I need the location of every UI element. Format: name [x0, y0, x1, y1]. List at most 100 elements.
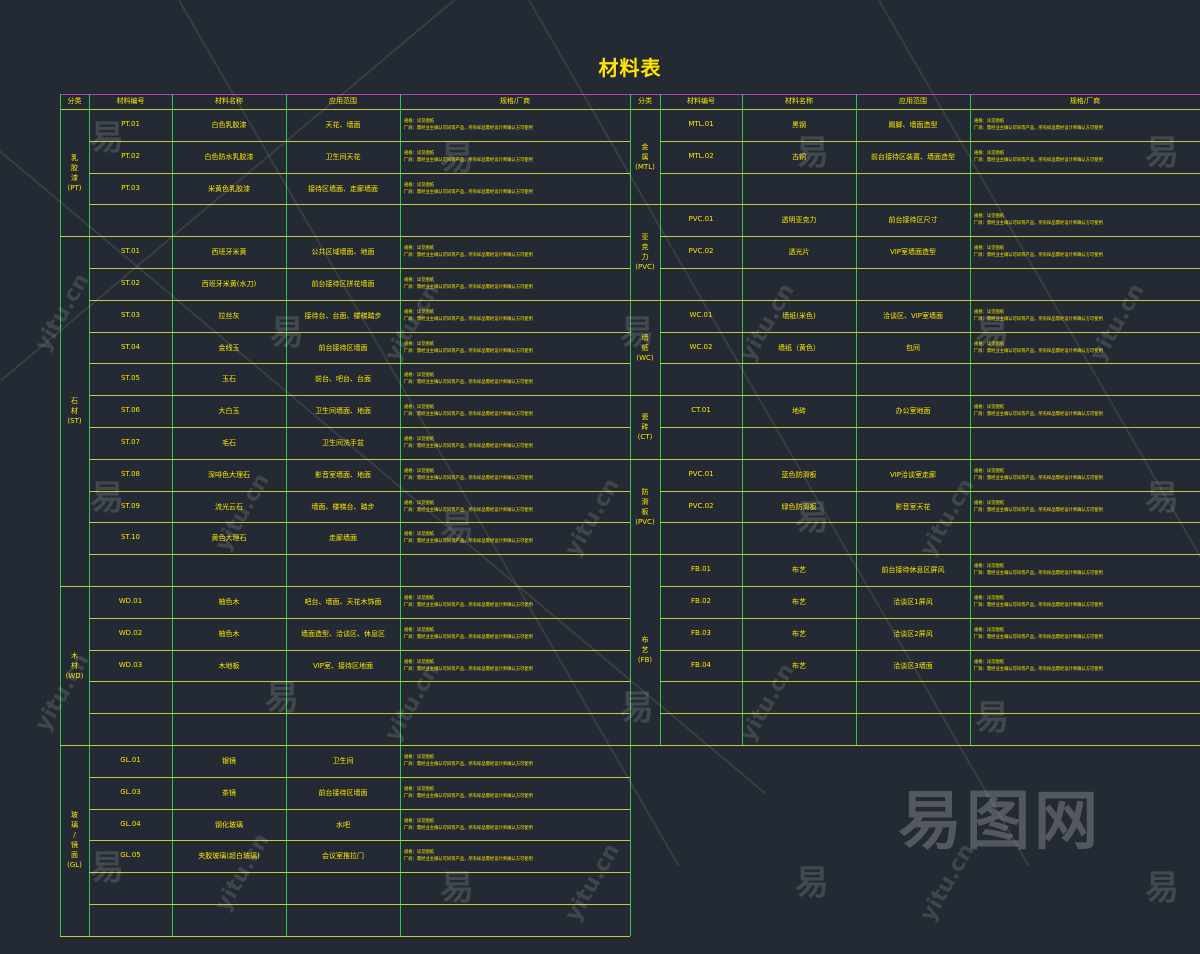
material-code: GL.03: [120, 787, 141, 796]
left-category-border: [60, 586, 89, 587]
left-col-line-3: [286, 94, 287, 936]
material-usage: 洽谈区、VIP室墙面: [882, 311, 944, 320]
material-name: 米黄色乳胶漆: [208, 184, 250, 193]
material-usage: 卫生间洗手盆: [322, 438, 364, 447]
right-row-line: [660, 713, 1200, 715]
material-usage: 影音室墙面、地面: [315, 470, 371, 479]
material-name: 木地板: [218, 661, 240, 670]
left-row-line: [89, 935, 630, 937]
material-usage: 墙面、楼梯台、踏步: [311, 502, 375, 511]
spec-line-1: 规格：详见图纸: [404, 182, 435, 188]
right-row-line: [660, 395, 1200, 397]
watermark-logo: 易图网: [898, 785, 1102, 859]
material-usage: 洽谈区2屏风: [893, 629, 933, 638]
spec-line-1: 规格：详见图纸: [974, 659, 1005, 665]
material-name: 布艺: [792, 597, 806, 606]
watermark-glyph: 易: [795, 863, 829, 903]
material-name: 地砖: [792, 407, 806, 416]
material-code: WD.02: [118, 628, 143, 637]
spec-line-2: 厂商：需经业主确认可同等产品，所有样品需经设计师确认方可使用: [404, 412, 533, 418]
material-code: PT.02: [121, 151, 140, 160]
left-row-line: [89, 522, 630, 524]
right-col-line-2: [742, 94, 743, 745]
material-usage: 前台接待区拼花墙面: [311, 279, 375, 288]
material-name: 钢化玻璃: [215, 820, 243, 829]
material-name: 墙纸(米色): [782, 311, 816, 320]
material-usage: VIP室墙面造型: [889, 248, 937, 257]
material-code: GL.04: [120, 819, 141, 828]
spec-line-2: 厂商：需经业主确认可同等产品，所有样品需经设计师确认方可使用: [404, 762, 533, 767]
left-row-line: [89, 617, 630, 619]
right-row-line: [660, 140, 1200, 142]
left-row-line: [89, 586, 630, 587]
right-header-code: 材料编号: [687, 97, 715, 105]
left-row-line: [89, 713, 630, 715]
spec-line-2: 厂商：需经业主确认可同等产品，所有样品需经设计师确认方可使用: [974, 316, 1103, 322]
left-col-line-0: [60, 94, 61, 936]
left-row-line: [89, 490, 630, 492]
spec-line-2: 厂商：需经业主确认可同等产品，所有样品需经设计师确认方可使用: [404, 857, 533, 863]
left-row-line: [89, 840, 630, 842]
material-name: 西班牙米黄(水刀): [201, 279, 257, 288]
right-row-line: [660, 299, 1200, 301]
watermark-url: yitu.cn: [735, 659, 800, 746]
material-code: ST.02: [120, 278, 141, 287]
right-header-spec: 规格/厂商: [1069, 97, 1101, 105]
material-usage: 前台接待区墙面: [318, 343, 368, 352]
material-usage: 办公室地面: [895, 407, 931, 416]
right-row-line: [660, 554, 1200, 556]
material-usage: 前台接待区装置、墙面造型: [871, 152, 955, 161]
left-row-line: [89, 204, 630, 206]
spec-line-1: 规格：详见图纸: [974, 214, 1005, 220]
spec-line-2: 厂商：需经业主确认可同等产品，所有样品需经设计师确认方可使用: [404, 285, 533, 290]
right-category-label: 亚 克 力 (PVC): [635, 233, 655, 272]
spec-line-1: 规格：详见图纸: [404, 500, 435, 506]
left-row-line: [89, 395, 630, 397]
left-row-line: [89, 458, 630, 460]
spec-line-2: 厂商：需经业主确认可同等产品，所有样品需经设计师确认方可使用: [404, 666, 533, 672]
material-code: GL.05: [120, 851, 141, 860]
right-row-line: [660, 522, 1200, 524]
left-header-code: 材料编号: [116, 97, 145, 105]
spec-line-2: 厂商：需经业主确认可同等产品，所有样品需经设计师确认方可使用: [404, 316, 533, 322]
watermark-url: yitu.cn: [915, 839, 980, 926]
left-header-category: 分类: [67, 97, 82, 105]
material-usage: 影音室天花: [895, 502, 931, 511]
material-name: 毛石: [222, 438, 236, 447]
watermark-glyph: 易: [90, 848, 124, 888]
material-code: FB.03: [691, 628, 711, 637]
material-name: 布艺: [792, 566, 806, 575]
spec-line-2: 厂商：需经业主确认可同等产品，所有样品需经设计师确认方可使用: [974, 126, 1103, 131]
right-row-line: [660, 617, 1200, 619]
left-category-border: [60, 745, 89, 746]
material-code: CT.01: [691, 406, 711, 415]
spec-line-1: 规格：详见图纸: [404, 659, 435, 665]
right-row-line: [660, 490, 1200, 492]
material-usage: VIP室、接待区地面: [312, 661, 374, 670]
material-usage: 洽谈区1屏风: [893, 597, 933, 606]
sheet-title: 材料表: [598, 56, 662, 80]
material-name: 西班牙米黄: [211, 248, 247, 257]
right-col-line-0: [630, 94, 631, 745]
right-category-border: [630, 745, 660, 746]
material-code: ST.08: [120, 469, 141, 478]
spec-line-1: 规格：详见图纸: [404, 437, 435, 442]
right-header-name: 材料名称: [785, 97, 813, 105]
material-code: GL.01: [120, 755, 141, 764]
material-code: ST.06: [120, 406, 141, 415]
material-usage: 前台、吧台、台面: [315, 375, 371, 384]
spec-line-1: 规格：详见图纸: [974, 468, 1005, 474]
left-row-line: [89, 649, 630, 651]
left-row-line: [89, 872, 630, 874]
material-name: 金线玉: [218, 343, 240, 352]
spec-line-2: 厂商：需经业主确认可同等产品，所有样品需经设计师确认方可使用: [974, 412, 1103, 418]
material-name: 布艺: [792, 629, 806, 638]
left-category-label: 石 材 (ST): [67, 397, 82, 426]
spec-line-1: 规格：详见图纸: [404, 150, 435, 156]
watermark-glyph: 易: [1145, 868, 1179, 908]
material-code: PVC.02: [688, 247, 714, 256]
material-code: ST.01: [120, 247, 141, 256]
material-usage: 会议室推拉门: [322, 852, 364, 861]
spec-line-2: 厂商：需经业主确认可同等产品，所有样品需经设计师确认方可使用: [974, 571, 1103, 577]
